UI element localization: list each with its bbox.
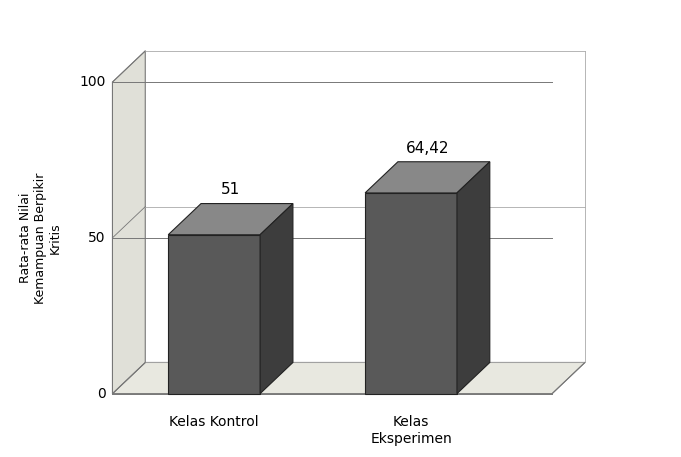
- Polygon shape: [112, 362, 585, 393]
- Polygon shape: [365, 193, 457, 393]
- Polygon shape: [260, 203, 293, 393]
- Text: 100: 100: [80, 75, 106, 89]
- Text: 50: 50: [89, 231, 106, 245]
- Polygon shape: [168, 203, 293, 235]
- Text: Rata-rata Nilai
Kemampuan Berpikir
Kritis: Rata-rata Nilai Kemampuan Berpikir Kriti…: [19, 172, 62, 303]
- Text: Kelas
Eksperimen: Kelas Eksperimen: [370, 415, 452, 446]
- Text: Kelas Kontrol: Kelas Kontrol: [170, 415, 259, 430]
- Polygon shape: [457, 162, 490, 393]
- Text: 64,42: 64,42: [406, 140, 449, 155]
- Text: 0: 0: [97, 387, 106, 401]
- Text: 51: 51: [221, 182, 240, 197]
- Polygon shape: [112, 51, 145, 393]
- Polygon shape: [168, 235, 260, 393]
- Polygon shape: [365, 162, 490, 193]
